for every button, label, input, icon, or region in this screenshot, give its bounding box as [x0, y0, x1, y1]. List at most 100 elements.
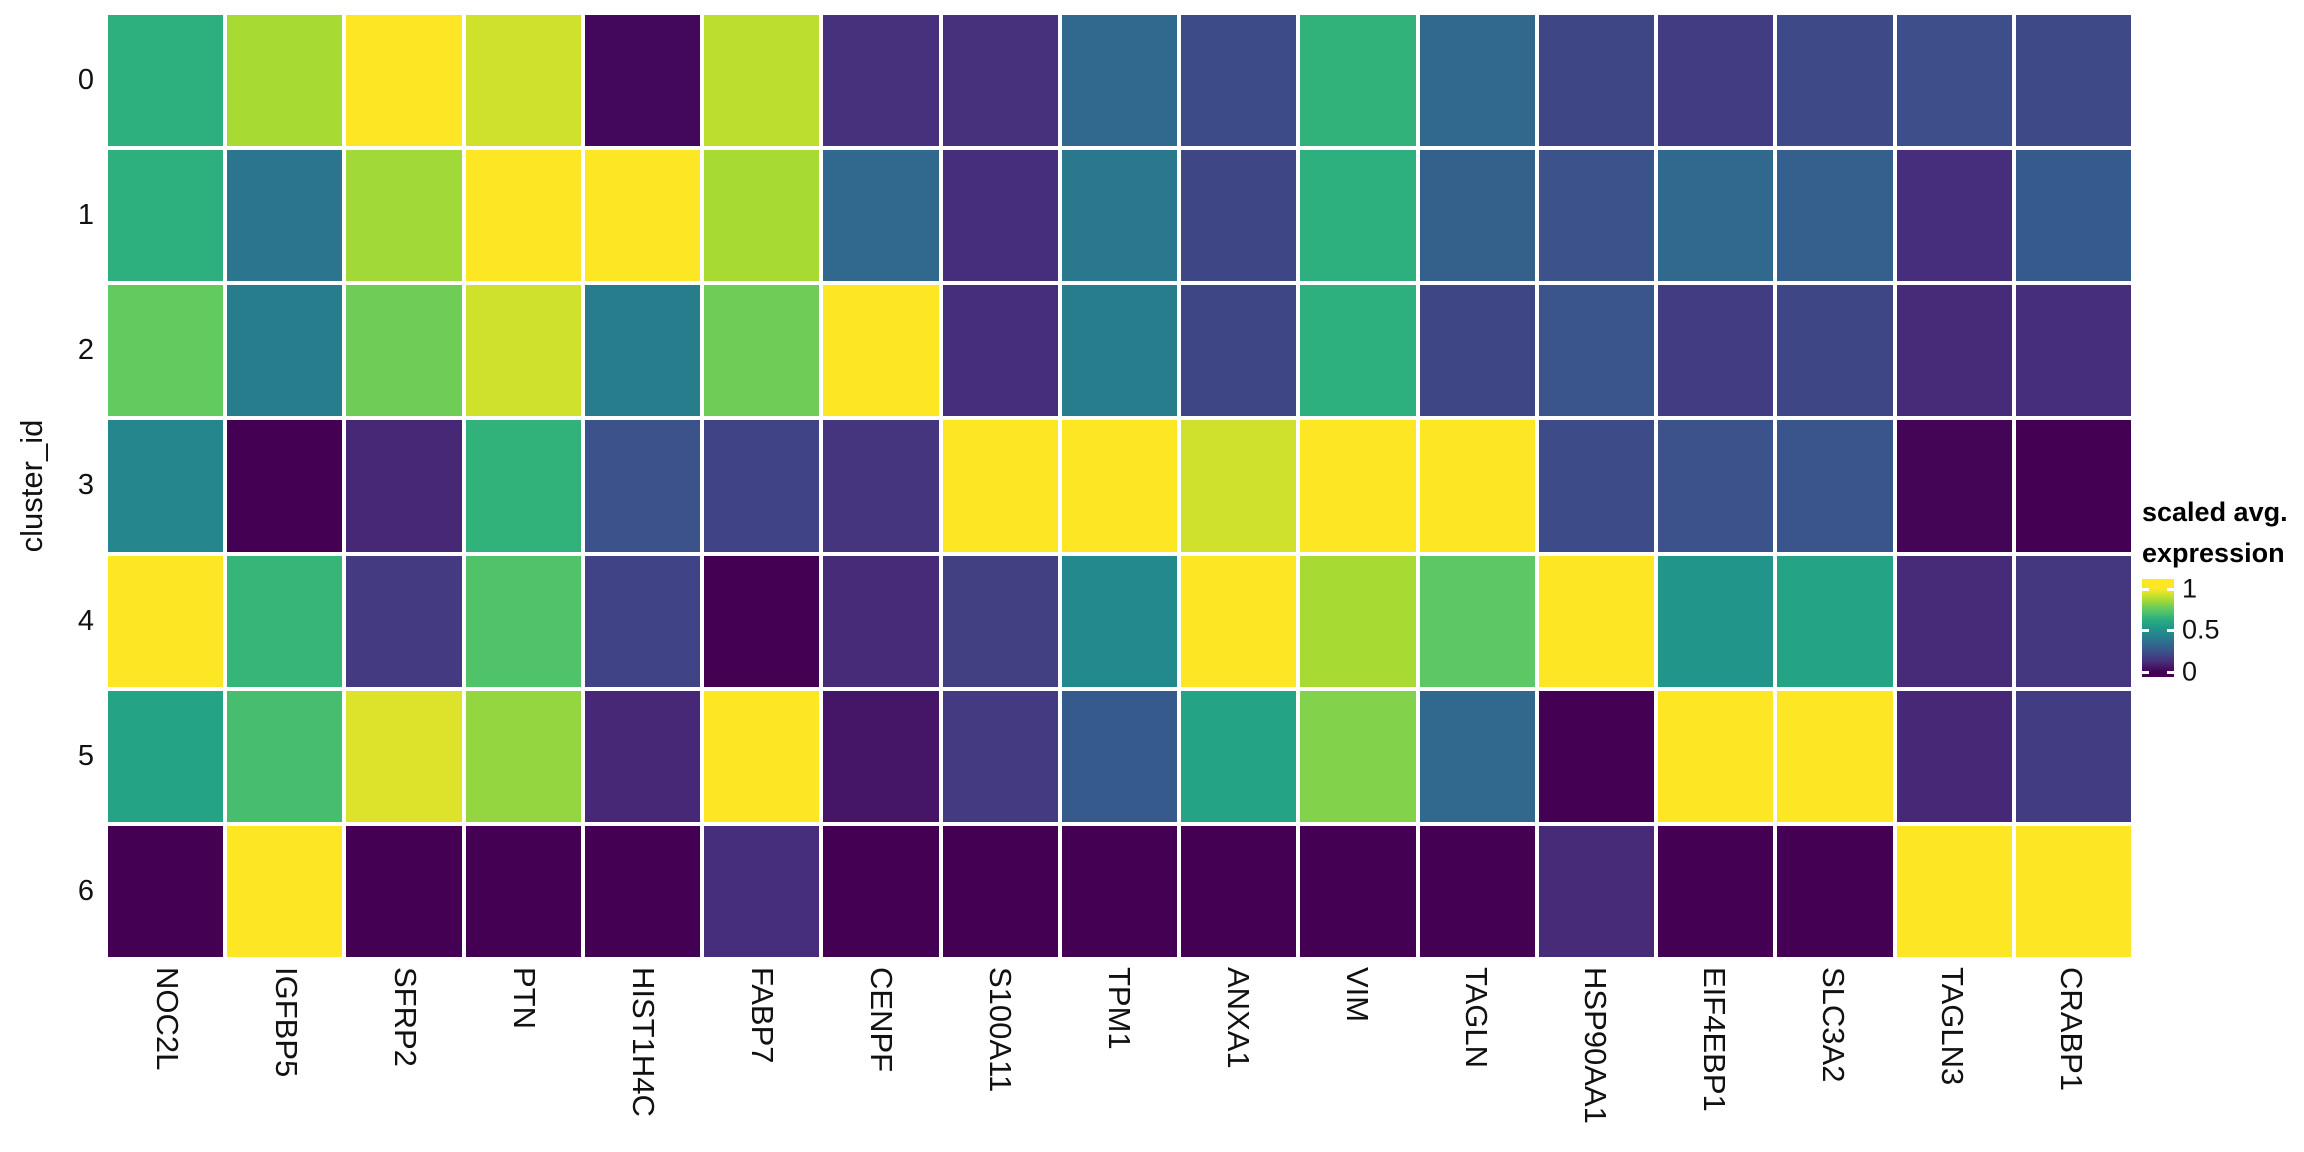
x-axis-tick-label-HIST1H4C: HIST1H4C — [626, 967, 661, 1117]
heatmap-cell-1-TAGLN3 — [1896, 150, 2012, 282]
x-axis-tick-label-SFRP2: SFRP2 — [388, 967, 423, 1067]
x-axis-tick-labels: NOC2L IGFBP5 SFRP2 PTN HIST1H4C FABP7 CENPF S10… — [108, 967, 2131, 1147]
legend-colorbar — [2142, 579, 2174, 677]
heatmap-cell-5-SFRP2 — [346, 690, 462, 822]
heatmap-cell-4-SFRP2 — [346, 555, 462, 687]
x-axis-tick-label-CENPF: CENPF — [864, 967, 899, 1073]
heatmap-cell-0-TAGLN3 — [1896, 15, 2012, 147]
heatmap-cell-5-HIST1H4C — [584, 690, 701, 822]
heatmap-cell-1-TPM1 — [1061, 150, 1178, 282]
heatmap-cell-6-CENPF — [823, 825, 939, 957]
heatmap-cell-3-NOC2L — [108, 420, 224, 552]
heatmap-cell-1-CRABP1 — [2015, 150, 2131, 282]
heatmap-cell-1-IGFBP5 — [227, 150, 343, 282]
x-axis-tick-label-EIF4EBP1: EIF4EBP1 — [1697, 967, 1732, 1112]
heatmap-cell-4-SLC3A2 — [1777, 555, 1893, 687]
x-axis-tick-label-ANXA1: ANXA1 — [1221, 967, 1256, 1069]
x-axis-tick-label-PTN: PTN — [507, 967, 542, 1029]
y-axis-tick-label-2: 2 — [77, 334, 94, 367]
heatmap-cell-3-TAGLN — [1419, 420, 1535, 552]
heatmap-cell-1-VIM — [1300, 150, 1416, 282]
heatmap-cell-1-ANXA1 — [1181, 150, 1297, 282]
legend-tickmark — [2142, 629, 2149, 633]
heatmap-cell-3-TAGLN3 — [1896, 420, 2012, 552]
heatmap-cell-4-CRABP1 — [2015, 555, 2131, 687]
heatmap-cell-2-TAGLN3 — [1896, 285, 2012, 417]
heatmap-cell-0-PTN — [465, 15, 581, 147]
x-axis-tick-cell: EIF4EBP1 — [1655, 967, 1774, 1147]
heatmap-cell-0-IGFBP5 — [227, 15, 343, 147]
x-axis-tick-cell: HSP90AA1 — [1536, 967, 1655, 1147]
x-axis-tick-cell: SLC3A2 — [1774, 967, 1893, 1147]
heatmap-cell-4-IGFBP5 — [227, 555, 343, 687]
heatmap-cell-4-EIF4EBP1 — [1658, 555, 1774, 687]
x-axis-tick-cell: IGFBP5 — [227, 967, 346, 1147]
x-axis-tick-label-HSP90AA1: HSP90AA1 — [1578, 967, 1613, 1124]
heatmap-cell-6-HSP90AA1 — [1538, 825, 1655, 957]
heatmap-cell-3-CRABP1 — [2015, 420, 2131, 552]
heatmap-cell-4-VIM — [1300, 555, 1416, 687]
heatmap-cell-1-TAGLN — [1419, 150, 1535, 282]
x-axis-tick-label-CRABP1: CRABP1 — [2054, 967, 2089, 1092]
color-legend: scaled avg. expression 1 0.5 0 — [2142, 492, 2302, 687]
heatmap-cell-3-VIM — [1300, 420, 1416, 552]
x-axis-tick-label-VIM: VIM — [1340, 967, 1375, 1023]
heatmap-cell-2-TPM1 — [1061, 285, 1178, 417]
heatmap-cell-5-EIF4EBP1 — [1658, 690, 1774, 822]
x-axis-tick-label-TAGLN: TAGLN — [1459, 967, 1494, 1069]
heatmap-cell-0-CENPF — [823, 15, 939, 147]
heatmap-cell-2-HIST1H4C — [584, 285, 701, 417]
heatmap-cell-1-SLC3A2 — [1777, 150, 1893, 282]
heatmap-cell-0-SLC3A2 — [1777, 15, 1893, 147]
heatmap-cell-5-PTN — [465, 690, 581, 822]
heatmap-cell-2-SLC3A2 — [1777, 285, 1893, 417]
heatmap-grid — [108, 15, 2131, 957]
heatmap-cell-5-ANXA1 — [1181, 690, 1297, 822]
heatmap-cell-0-S100A11 — [942, 15, 1058, 147]
heatmap-cell-2-ANXA1 — [1181, 285, 1297, 417]
heatmap-cell-0-EIF4EBP1 — [1658, 15, 1774, 147]
x-axis-tick-cell: HIST1H4C — [584, 967, 703, 1147]
heatmap-cell-1-SFRP2 — [346, 150, 462, 282]
heatmap-cell-6-ANXA1 — [1181, 825, 1297, 957]
heatmap-cell-0-HSP90AA1 — [1538, 15, 1655, 147]
heatmap-cell-6-FABP7 — [704, 825, 820, 957]
x-axis-tick-label-S100A11: S100A11 — [983, 967, 1018, 1093]
heatmap-cell-1-HSP90AA1 — [1538, 150, 1655, 282]
heatmap-cell-3-CENPF — [823, 420, 939, 552]
heatmap-cell-1-PTN — [465, 150, 581, 282]
heatmap-cell-6-CRABP1 — [2015, 825, 2131, 957]
heatmap-cell-2-TAGLN — [1419, 285, 1535, 417]
heatmap-cell-5-SLC3A2 — [1777, 690, 1893, 822]
heatmap-cell-0-CRABP1 — [2015, 15, 2131, 147]
heatmap-cell-5-CENPF — [823, 690, 939, 822]
heatmap-cell-3-TPM1 — [1061, 420, 1178, 552]
x-axis-tick-label-TAGLN3: TAGLN3 — [1935, 967, 1970, 1086]
y-axis-tick-label-5: 5 — [77, 739, 94, 772]
x-axis-tick-cell: TAGLN3 — [1893, 967, 2012, 1147]
heatmap-cell-4-HIST1H4C — [584, 555, 701, 687]
heatmap-cell-5-CRABP1 — [2015, 690, 2131, 822]
heatmap-cell-4-FABP7 — [704, 555, 820, 687]
heatmap-cell-0-TPM1 — [1061, 15, 1178, 147]
heatmap-cell-2-PTN — [465, 285, 581, 417]
heatmap-cell-5-VIM — [1300, 690, 1416, 822]
heatmap-cell-1-FABP7 — [704, 150, 820, 282]
x-axis-tick-cell: CENPF — [822, 967, 941, 1147]
y-axis-tick-label-4: 4 — [77, 604, 94, 637]
y-axis-tick-label-6: 6 — [77, 874, 94, 907]
heatmap-cell-6-VIM — [1300, 825, 1416, 957]
x-axis-tick-label-SLC3A2: SLC3A2 — [1816, 967, 1851, 1083]
heatmap-cell-6-IGFBP5 — [227, 825, 343, 957]
heatmap-cell-4-TAGLN — [1419, 555, 1535, 687]
heatmap-cell-4-NOC2L — [108, 555, 224, 687]
x-axis-tick-cell: ANXA1 — [1179, 967, 1298, 1147]
heatmap-cell-1-NOC2L — [108, 150, 224, 282]
y-axis-tick-label-0: 0 — [77, 64, 94, 97]
x-axis-tick-cell: FABP7 — [703, 967, 822, 1147]
x-axis-tick-label-FABP7: FABP7 — [745, 967, 780, 1064]
heatmap-cell-3-SFRP2 — [346, 420, 462, 552]
legend-tickmark — [2142, 587, 2149, 591]
legend-tick-label-0.5: 0.5 — [2182, 614, 2220, 645]
